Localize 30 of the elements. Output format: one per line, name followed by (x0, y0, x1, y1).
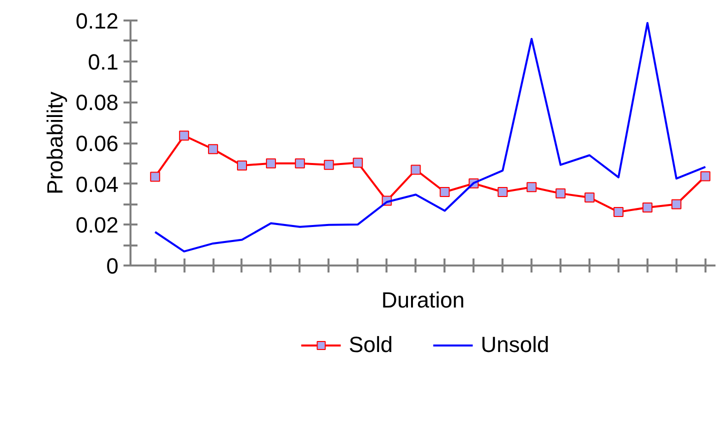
point (671, 199, 682, 210)
point (352, 158, 363, 168)
legend-label: Unsold (480, 332, 550, 358)
point (237, 160, 247, 170)
line-series (154, 22, 706, 252)
point (410, 164, 421, 175)
point (498, 187, 508, 197)
point (556, 188, 566, 198)
y-tick-label: 0.04 (76, 172, 119, 197)
x-axis-title: Duration (381, 288, 465, 312)
y-tick-label: 0.12 (76, 8, 119, 34)
point (642, 202, 652, 213)
y-tick-label: 0 (106, 254, 119, 278)
point (584, 192, 595, 203)
y-tick-label: 0.1 (88, 49, 119, 74)
point (613, 207, 624, 218)
point (266, 158, 276, 168)
point (324, 160, 334, 170)
point (179, 130, 190, 141)
point (440, 187, 450, 197)
point (294, 158, 305, 168)
point (208, 144, 218, 154)
point (700, 171, 710, 182)
y-tick-label: 0.06 (76, 131, 119, 156)
y-axis-title: Probability (42, 92, 68, 194)
point (150, 172, 160, 182)
legend-label: Sold (348, 332, 393, 358)
point (526, 182, 537, 192)
y-tick-label: 0.08 (76, 90, 119, 116)
y-tick-label: 0.02 (76, 212, 119, 238)
